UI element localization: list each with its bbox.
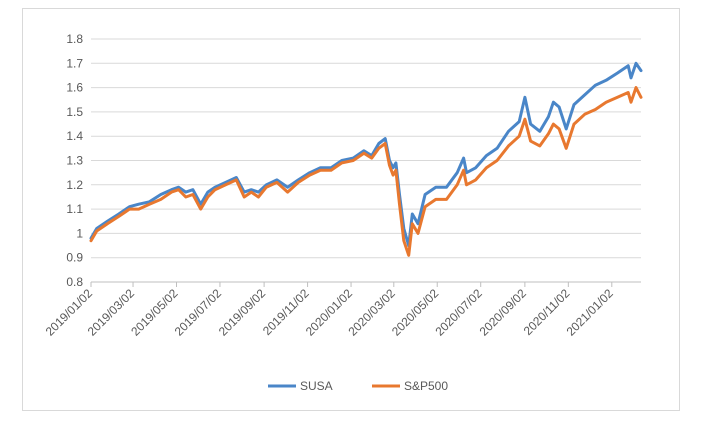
x-tick-label: 2019/09/02 (216, 286, 269, 339)
y-tick-label: 1.1 (66, 202, 83, 216)
x-tick-label: 2021/01/02 (564, 286, 617, 339)
y-tick-label: 1 (76, 226, 83, 240)
y-tick-label: 1.6 (66, 81, 83, 95)
grid-layer (91, 38, 641, 283)
y-tick-label: 1.8 (66, 32, 83, 46)
y-tick-label: 1.4 (66, 129, 83, 143)
y-tick-label: 1.3 (66, 154, 83, 168)
x-axis: 2019/01/022019/03/022019/05/022019/07/02… (43, 281, 641, 339)
y-tick-label: 0.9 (66, 251, 83, 265)
y-tick-label: 0.8 (66, 275, 83, 289)
y-tick-label: 1.2 (66, 178, 83, 192)
series-layer (89, 61, 643, 257)
x-tick-label: 2020/09/02 (477, 286, 530, 339)
y-tick-label: 1.5 (66, 105, 83, 119)
y-axis: 0.8 0.9 1 1.1 1.2 1.3 1.4 1.5 1.6 1.7 1.8 (66, 32, 83, 289)
x-tick-label: 2020/07/02 (432, 286, 485, 339)
legend-label: SUSA (300, 379, 333, 393)
legend-label: S&P500 (404, 379, 448, 393)
y-tick-label: 1.7 (66, 56, 83, 70)
x-tick-label: 2019/07/02 (172, 286, 225, 339)
series-line-sp500 (89, 86, 643, 257)
chart-frame: 0.8 0.9 1 1.1 1.2 1.3 1.4 1.5 1.6 1.7 1.8 2019/01/… (22, 8, 680, 411)
series-line-susa (89, 61, 643, 248)
line-chart: 0.8 0.9 1 1.1 1.2 1.3 1.4 1.5 1.6 1.7 1.8 2019/01/… (43, 32, 643, 393)
legend: SUSA S&P500 (268, 379, 448, 393)
